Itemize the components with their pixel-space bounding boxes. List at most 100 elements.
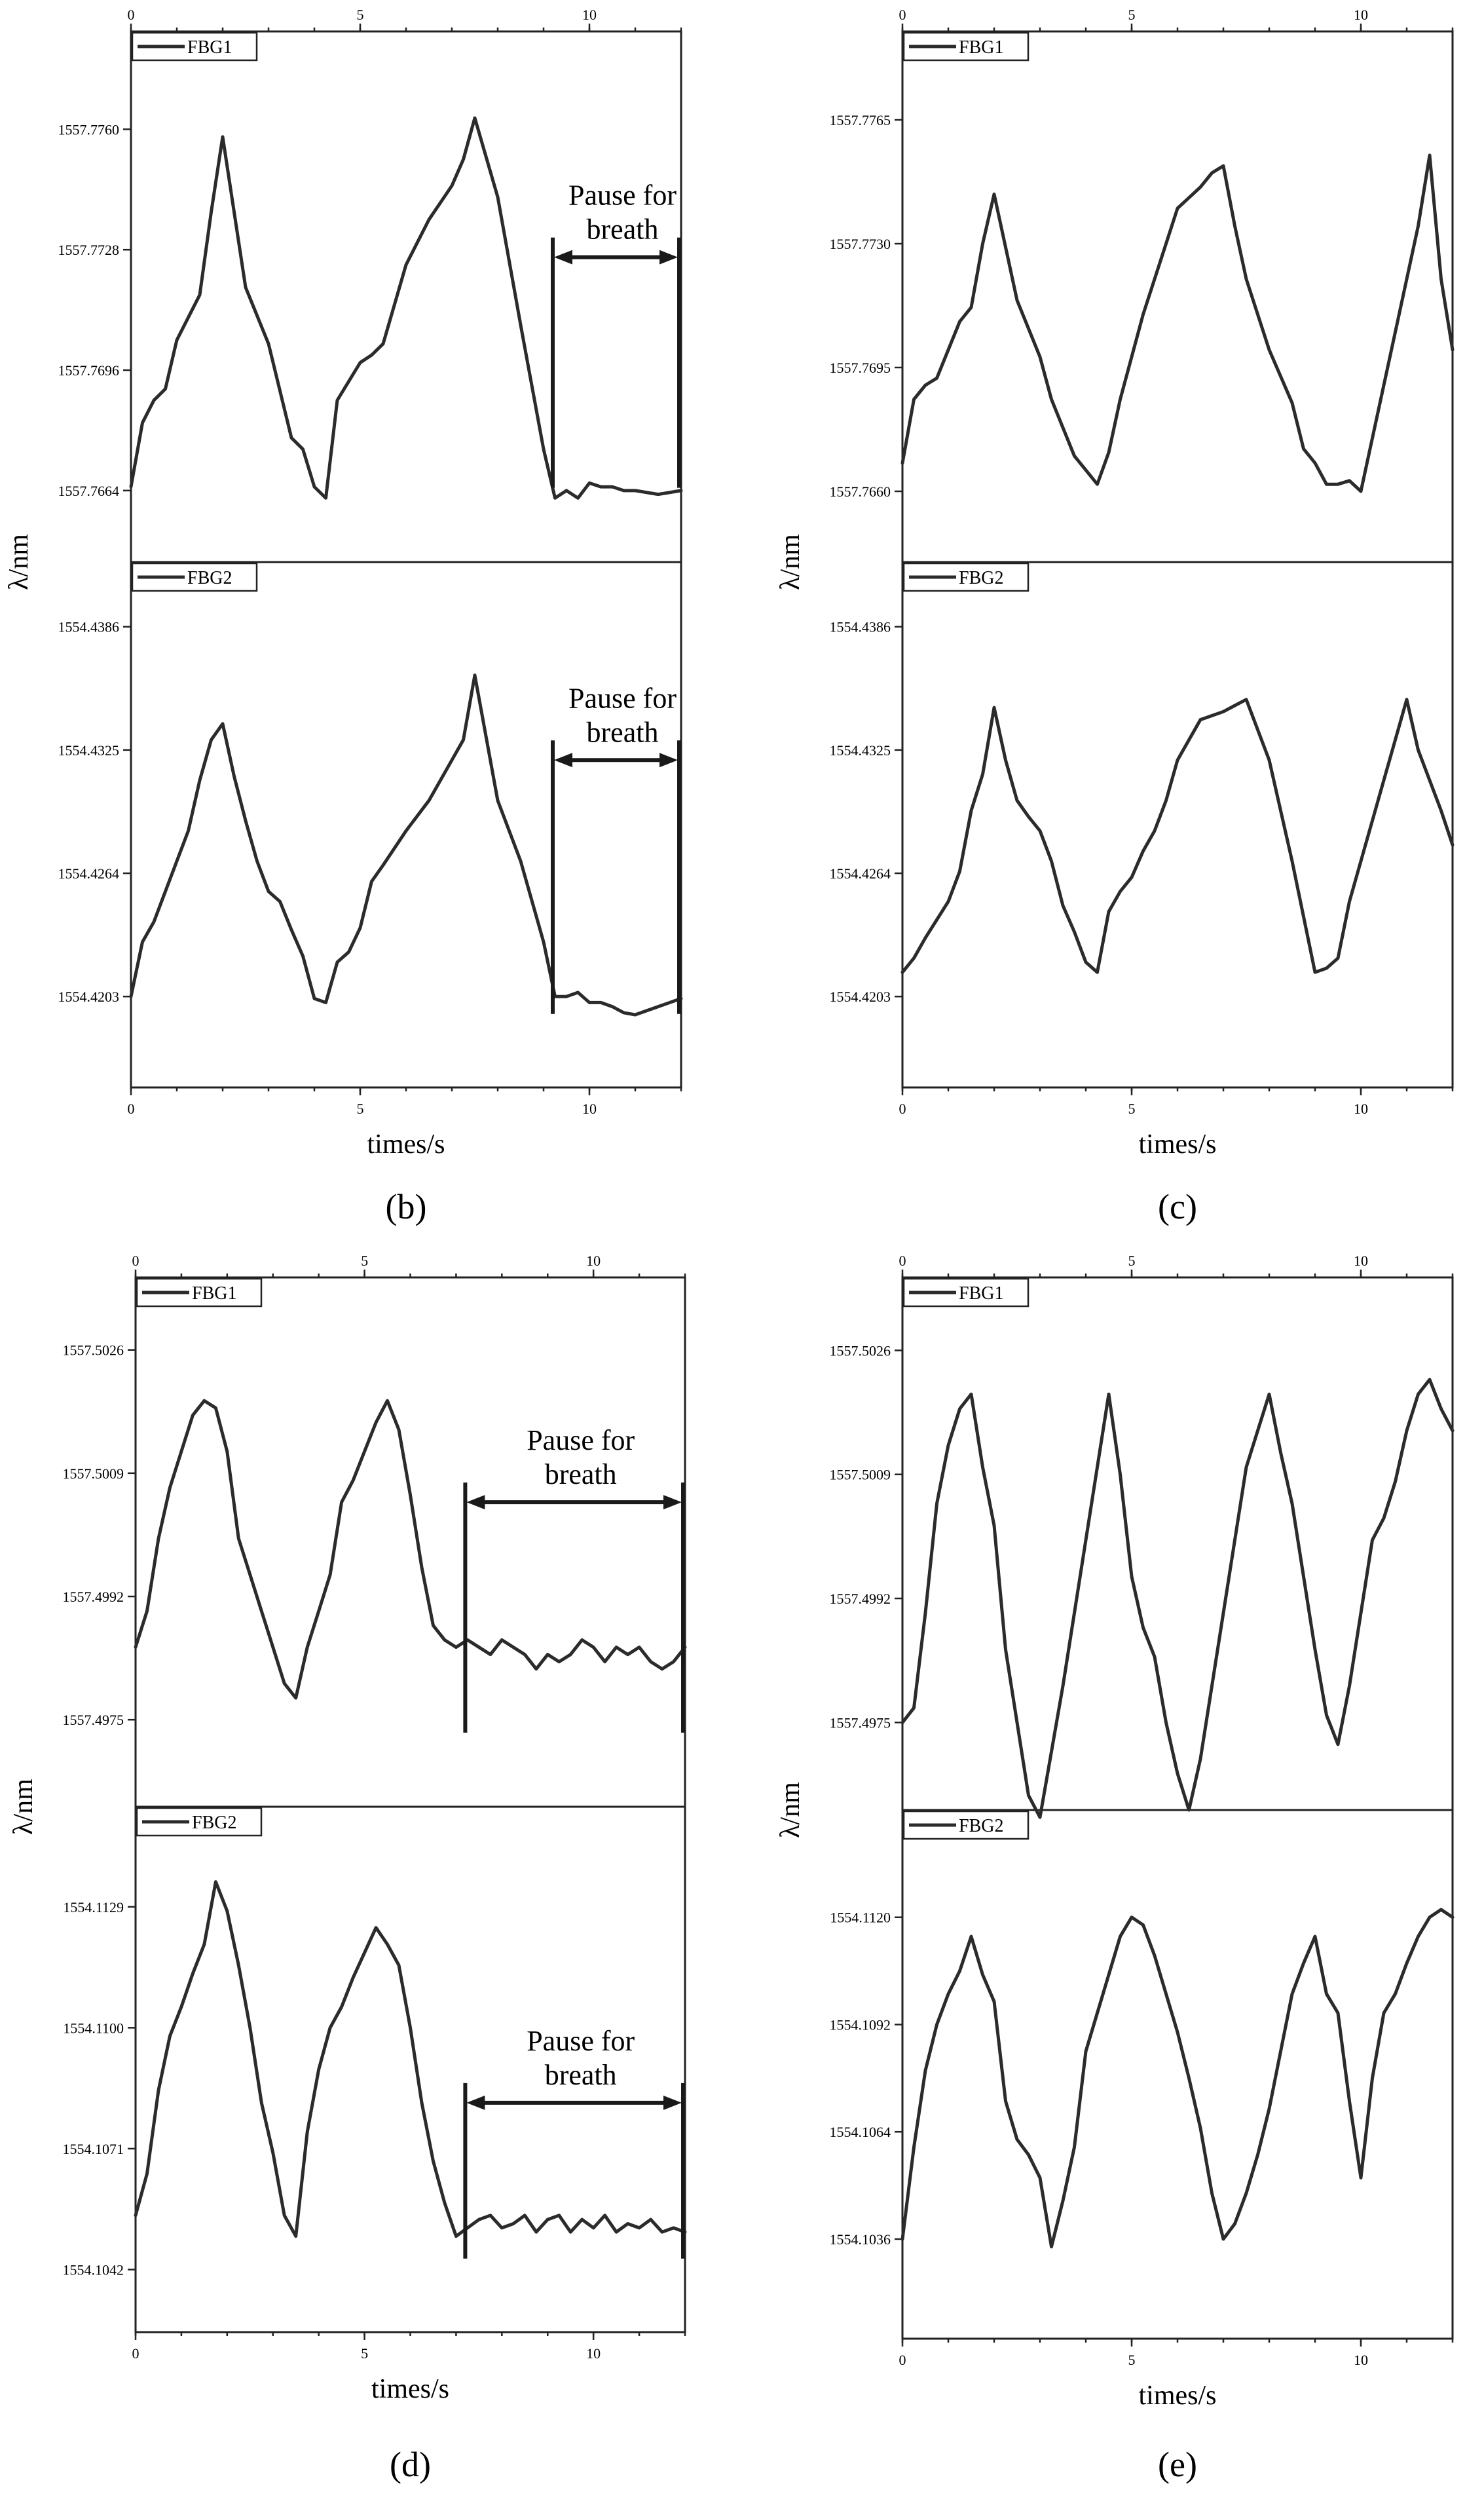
x-axis-title: times/s <box>371 2374 449 2404</box>
pause-arrowhead-left <box>554 753 572 768</box>
x-tick-label-bottom: 10 <box>586 2345 601 2362</box>
y-tick-label: 1554.1071 <box>63 2141 124 2157</box>
x-tick-label-top: 5 <box>1128 7 1136 23</box>
pause-annotation-line2: breath <box>545 2059 617 2091</box>
x-tick-label-top: 0 <box>899 7 906 23</box>
y-tick-label: 1557.7760 <box>58 121 120 138</box>
x-tick-label-bottom: 0 <box>132 2345 139 2362</box>
series-line-fbg1 <box>900 153 1455 493</box>
subplot-fbg1: 1557.7664 1557.7696 1557.7728 1557.7760 FBG1… <box>58 31 683 500</box>
x-tick-label-top: 5 <box>1128 1253 1136 1269</box>
pause-arrowhead-right <box>663 2095 682 2110</box>
subplot-fbg1: 1557.4975 1557.4992 1557.5009 1557.5026 FBG1 <box>830 1277 1455 1819</box>
panel-label: (c) <box>1158 1187 1197 1226</box>
plot-frame-1 <box>134 1276 686 1808</box>
pause-arrowhead-left <box>554 250 572 265</box>
x-axis-title: times/s <box>1138 1129 1216 1160</box>
y-tick-label: 1557.4992 <box>830 1591 891 1607</box>
series-line-fbg2 <box>129 673 683 1017</box>
pause-annotation-line1: Pause for <box>527 2025 635 2057</box>
panel-label: (e) <box>1158 2445 1197 2484</box>
y-axis-title: λ/nm <box>9 1779 39 1835</box>
x-tick-label-top: 5 <box>357 7 364 23</box>
y-tick-label: 1554.4264 <box>58 865 120 882</box>
series-line-fbg2 <box>900 1908 1455 2249</box>
x-axis-title: times/s <box>1138 2381 1216 2411</box>
y-tick-label: 1554.4203 <box>830 989 891 1005</box>
plot-frame-2 <box>901 1809 1454 2340</box>
plot-frame-1 <box>901 30 1454 563</box>
y-axis-title: λ/nm <box>775 1782 806 1838</box>
y-tick-label: 1557.5026 <box>63 1342 124 1359</box>
y-tick-label: 1557.7730 <box>830 236 891 252</box>
y-axis-title: λ/nm <box>4 534 34 590</box>
chart-panel-c: 0 0 5 5 10 10 times/s λ/nm (c) 1557.7660 1557.7695… <box>775 7 1455 1226</box>
y-axis-title: λ/nm <box>775 534 806 590</box>
pause-arrowhead-right <box>659 250 678 265</box>
y-tick-label: 1554.1120 <box>830 1910 891 1926</box>
y-tick-label: 1554.4203 <box>58 989 120 1005</box>
pause-annotation-line2: breath <box>545 1458 617 1490</box>
y-tick-label: 1554.1042 <box>63 2262 124 2278</box>
y-tick-label: 1557.7696 <box>58 362 120 379</box>
subplot-fbg2: 1554.4203 1554.4264 1554.4325 1554.4386 FBG2 <box>830 562 1455 1005</box>
x-tick-label-bottom: 5 <box>361 2345 368 2362</box>
pause-annotation-line2: breath <box>587 716 659 748</box>
x-tick-label-bottom: 10 <box>1354 1101 1368 1117</box>
pause-arrowhead-left <box>466 1495 485 1510</box>
series-line-fbg2 <box>134 1880 687 2238</box>
plot-frame-1 <box>901 1276 1454 1811</box>
plot-frame-1 <box>130 30 682 563</box>
pause-annotation-line1: Pause for <box>568 179 677 212</box>
chart-panel-b: 0 0 5 5 10 10 times/s λ/nm (b) 1557.7664 1557.7696… <box>4 7 683 1226</box>
x-tick-label-bottom: 5 <box>1128 2352 1136 2368</box>
legend-label: FBG1 <box>192 1283 236 1304</box>
legend-label: FBG1 <box>959 37 1003 58</box>
y-tick-label: 1554.4325 <box>58 742 120 759</box>
x-tick-label-top: 5 <box>361 1253 368 1269</box>
x-tick-label-top: 0 <box>128 7 135 23</box>
subplot-fbg1: 1557.4975 1557.4992 1557.5009 1557.5026 FBG1… <box>63 1277 687 1733</box>
y-tick-label: 1557.7664 <box>58 483 120 499</box>
y-tick-label: 1557.4975 <box>63 1712 124 1728</box>
subplot-fbg2: 1554.1042 1554.1071 1554.1100 1554.1129 FBG2… <box>63 1807 687 2278</box>
plot-frame-2 <box>130 561 682 1089</box>
y-tick-label: 1554.4386 <box>58 619 120 635</box>
pause-arrowhead-left <box>466 2095 485 2110</box>
series-line-fbg1 <box>134 1399 687 1700</box>
y-tick-label: 1557.7728 <box>58 242 120 258</box>
x-tick-label-bottom: 0 <box>899 1101 906 1117</box>
chart-panel-e: 0 0 5 5 10 10 times/s λ/nm (e) 1557.4975 1557.4992… <box>775 1253 1455 2484</box>
subplot-fbg2: 1554.4203 1554.4264 1554.4325 1554.4386 FBG2… <box>58 562 683 1017</box>
x-tick-label-top: 10 <box>582 7 597 23</box>
y-tick-label: 1557.7765 <box>830 112 891 128</box>
x-tick-label-bottom: 5 <box>1128 1101 1136 1117</box>
series-line-fbg2 <box>900 698 1455 974</box>
pause-annotation-line2: breath <box>587 214 659 246</box>
legend-label: FBG1 <box>959 1283 1003 1304</box>
x-tick-label-bottom: 10 <box>582 1101 597 1117</box>
subplot-fbg2: 1554.1036 1554.1064 1554.1092 1554.1120 FBG2 <box>830 1810 1455 2249</box>
x-tick-label-top: 0 <box>132 1253 139 1269</box>
y-tick-label: 1554.4325 <box>830 742 891 759</box>
y-tick-label: 1554.4264 <box>830 865 891 882</box>
legend-label: FBG2 <box>959 568 1003 588</box>
pause-arrowhead-right <box>663 1495 682 1510</box>
y-tick-label: 1557.4992 <box>63 1589 124 1605</box>
legend-label: FBG2 <box>959 1816 1003 1836</box>
x-tick-label-bottom: 0 <box>128 1101 135 1117</box>
y-tick-label: 1554.4386 <box>830 619 891 635</box>
y-tick-label: 1554.1129 <box>63 1899 124 1915</box>
y-tick-label: 1554.1100 <box>63 2020 124 2036</box>
x-axis-title: times/s <box>367 1129 445 1160</box>
x-tick-label-bottom: 5 <box>357 1101 364 1117</box>
y-tick-label: 1554.1036 <box>830 2231 891 2248</box>
y-tick-label: 1554.1064 <box>830 2124 891 2140</box>
pause-annotation-line1: Pause for <box>527 1424 635 1456</box>
x-tick-label-bottom: 0 <box>899 2352 906 2368</box>
panel-label: (d) <box>390 2445 431 2484</box>
x-tick-label-bottom: 10 <box>1354 2352 1368 2368</box>
y-tick-label: 1557.5009 <box>63 1465 124 1482</box>
series-line-fbg1 <box>129 116 683 500</box>
